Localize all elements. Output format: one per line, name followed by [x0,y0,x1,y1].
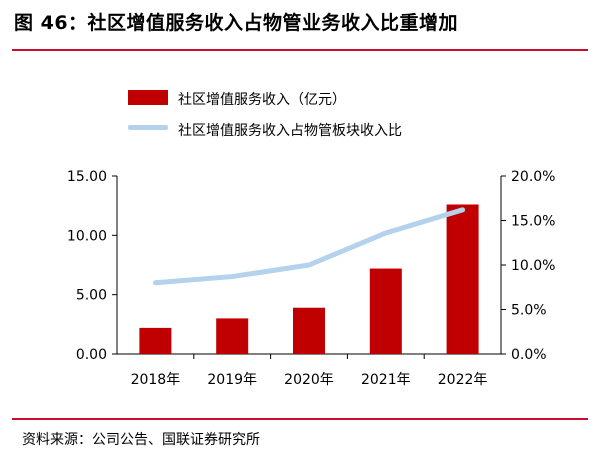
right-tick-label: 15.0% [511,214,555,230]
bar-3 [369,268,402,354]
source-rule [12,418,588,420]
left-tick-label: 0.00 [76,347,107,363]
x-tick-label: 2020年 [284,372,334,388]
left-tick-label: 10.00 [67,228,107,244]
legend-bar-swatch [128,90,168,105]
bar-4 [446,204,479,354]
legend-line-swatch [128,125,168,130]
title-rule [12,49,588,51]
x-tick-label: 2022年 [438,372,488,388]
right-tick-label: 5.0% [511,303,547,319]
bar-1 [216,318,249,354]
ratio-line [152,207,466,286]
bar-2 [293,307,325,354]
right-tick-label: 10.0% [511,258,555,274]
x-tick-label: 2021年 [361,372,411,388]
left-tick-label: 5.00 [76,288,107,304]
left-tick-label: 15.00 [67,169,107,185]
x-tick-label: 2019年 [207,372,257,388]
legend-entry-line: 社区增值服务收入占物管板块收入比 [178,123,402,139]
source-note: 资料来源：公司公告、国联证券研究所 [22,432,260,448]
legend-entry-bar: 社区增值服务收入（亿元） [178,92,346,108]
right-tick-label: 20.0% [511,169,555,185]
bar-0 [139,327,172,354]
x-tick-label: 2018年 [131,372,181,388]
chart-title: 图 46：社区增值服务收入占物管业务收入比重增加 [14,12,459,34]
right-tick-label: 0.0% [511,347,547,363]
